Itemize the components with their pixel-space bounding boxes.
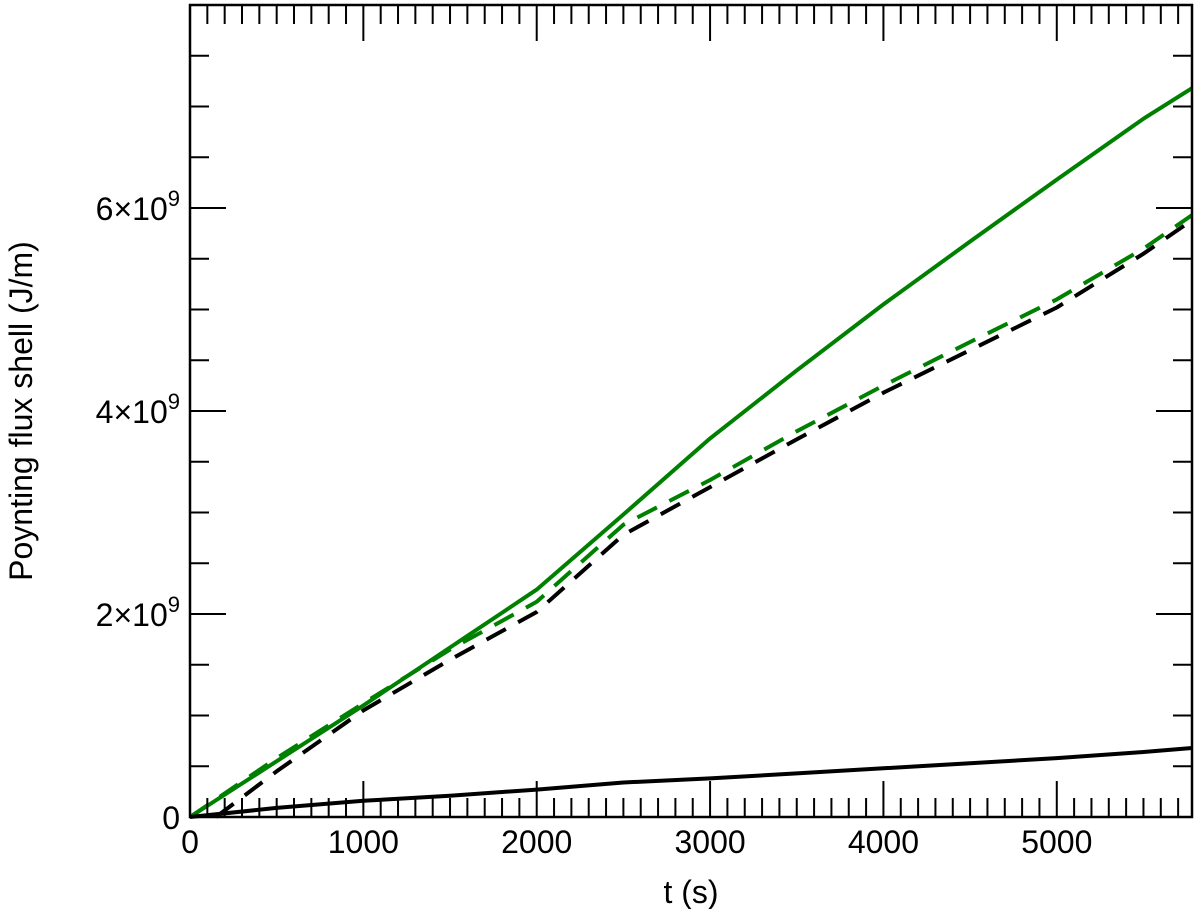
series-layer <box>188 86 1194 819</box>
y-tick-label: 2×109 <box>96 592 180 633</box>
ticks-layer <box>189 4 1192 818</box>
series-black-solid <box>189 746 1193 819</box>
y-tick-label: 4×109 <box>96 389 180 430</box>
y-tick-mantissa: 2×10 <box>96 597 168 633</box>
y-tick-mantissa: 0 <box>162 800 180 836</box>
plot-frame <box>188 3 1194 819</box>
x-tick-label: 1000 <box>328 824 399 860</box>
y-axis-label: Poynting flux shell (J/m) <box>3 241 39 581</box>
y-tick-label: 6×109 <box>96 186 180 227</box>
y-tick-exponent: 9 <box>168 389 180 414</box>
x-tick-label: 0 <box>181 824 199 860</box>
x-tick-label: 4000 <box>848 824 919 860</box>
y-tick-exponent: 9 <box>168 186 180 211</box>
x-tick-label: 2000 <box>501 824 572 860</box>
x-tick-label: 5000 <box>1021 824 1092 860</box>
y-tick-mantissa: 4×10 <box>96 394 168 430</box>
y-tick-exponent: 9 <box>168 592 180 617</box>
y-tick-mantissa: 6×10 <box>96 191 168 227</box>
series-green-solid <box>188 86 1194 819</box>
y-tick-label: 0 <box>162 800 180 836</box>
x-tick-label: 3000 <box>674 824 745 860</box>
series-black-dashed <box>214 218 1194 819</box>
series-green-dashed <box>188 213 1194 819</box>
x-axis-label: t (s) <box>663 874 718 909</box>
